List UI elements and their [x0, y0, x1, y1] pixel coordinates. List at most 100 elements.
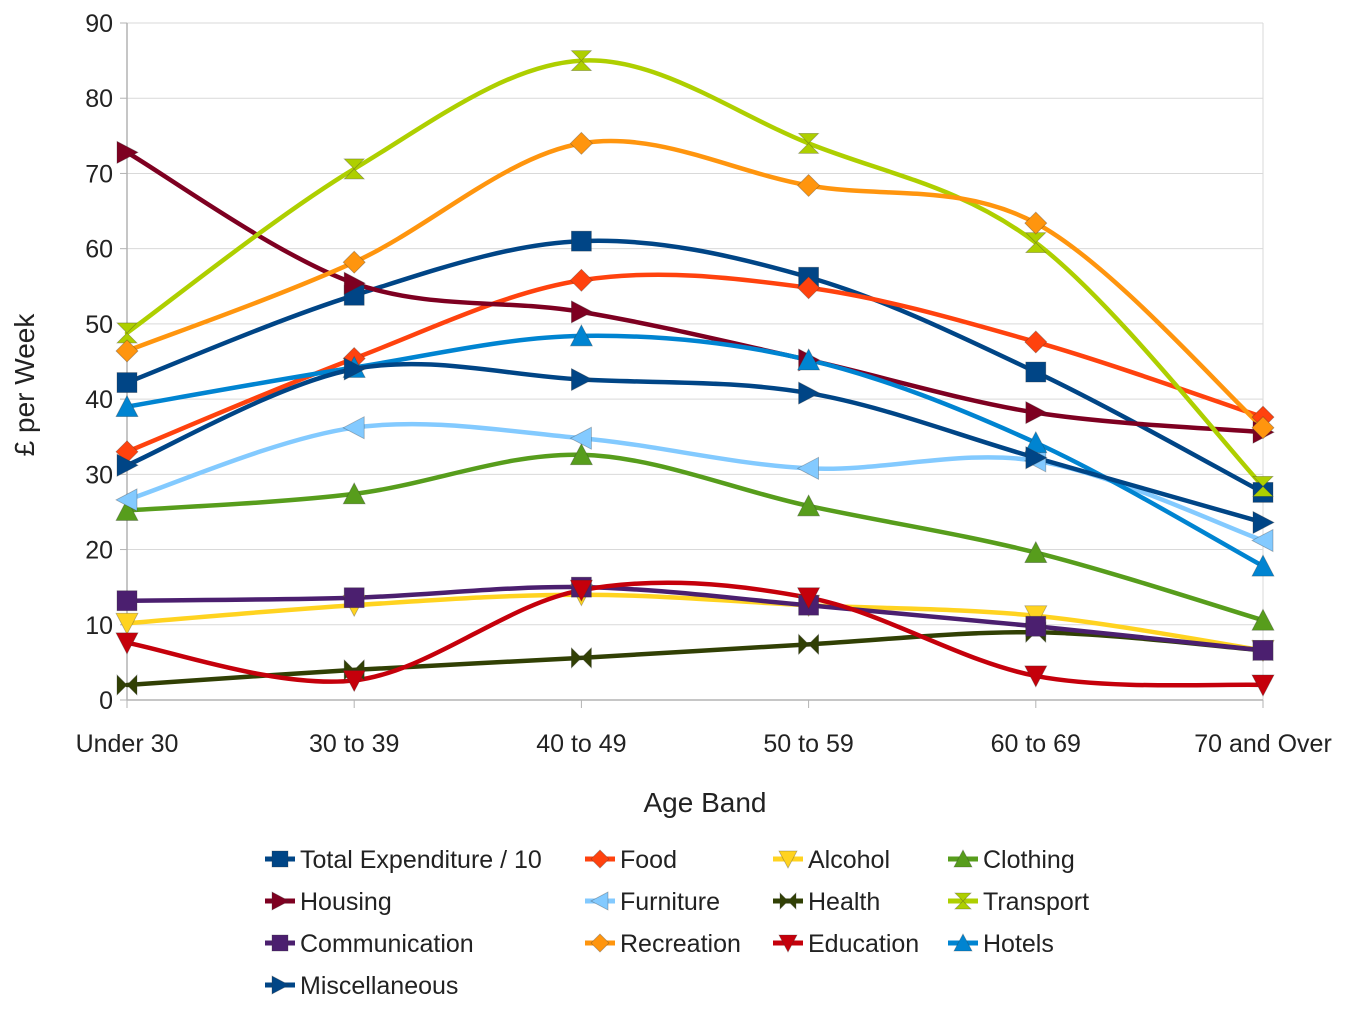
x-tick-label: 70 and Over	[1194, 730, 1332, 758]
data-point	[569, 579, 594, 603]
data-point	[797, 132, 820, 154]
data-point	[1024, 605, 1048, 628]
legend-item: Housing	[265, 888, 392, 916]
y-tick-label: 80	[85, 85, 113, 113]
legend-label: Furniture	[620, 888, 720, 916]
y-tick-label: 60	[85, 236, 113, 264]
data-point	[342, 416, 365, 440]
series-line	[124, 361, 1266, 525]
legend-item: Communication	[265, 930, 474, 958]
data-point	[342, 482, 366, 505]
data-point	[1252, 475, 1274, 497]
legend-marker	[590, 891, 609, 911]
series-line	[124, 238, 1266, 495]
series-line	[124, 584, 1266, 653]
data-point	[798, 381, 821, 405]
legend-item: Furniture	[585, 888, 720, 916]
data-point	[797, 173, 821, 198]
legend-item: Clothing	[948, 846, 1075, 874]
data-point	[1024, 211, 1048, 235]
data-point	[1252, 639, 1274, 661]
series-line	[124, 333, 1266, 569]
legend-marker	[271, 850, 289, 868]
data-point	[1025, 361, 1047, 383]
legend-marker	[271, 891, 290, 911]
data-point	[343, 357, 367, 381]
data-point	[796, 494, 821, 517]
axes	[120, 22, 1264, 708]
series-line	[124, 150, 1266, 435]
data-point	[569, 268, 593, 292]
legend: Total Expenditure / 10 Food Alcohol Clothin…	[265, 846, 1089, 1000]
data-point	[796, 348, 821, 371]
data-point	[1025, 400, 1048, 425]
data-point	[571, 300, 594, 324]
legend-item: Education	[773, 930, 919, 958]
data-point	[1251, 528, 1274, 553]
legend-marker	[778, 850, 798, 869]
series-line	[124, 580, 1266, 688]
data-point	[1024, 232, 1047, 254]
tick-labels: 0 10 20 30 40 50 60 70 80 90 Under 30 30 to 39 40 to…	[76, 10, 1332, 758]
x-tick-label: 40 to 49	[536, 730, 626, 758]
legend-label: Miscellaneous	[300, 972, 458, 1000]
data-point	[1251, 674, 1275, 697]
data-point	[1025, 446, 1048, 470]
x-axis-title: Age Band	[644, 787, 767, 818]
legend-label: Transport	[983, 888, 1089, 916]
grid-lines	[127, 22, 1264, 701]
data-point	[116, 372, 138, 393]
y-tick-label: 40	[85, 386, 113, 414]
data-point	[342, 250, 366, 274]
data-point	[1024, 665, 1048, 688]
legend-label: Hotels	[983, 930, 1054, 958]
series-line	[124, 272, 1266, 455]
legend-label: Recreation	[620, 930, 741, 958]
x-tick-label: Under 30	[76, 730, 179, 758]
data-point	[569, 131, 593, 155]
x-tick-label: 30 to 39	[309, 730, 399, 758]
legend-item: Food	[585, 846, 677, 874]
legend-marker	[954, 892, 972, 910]
y-axis-title: £ per Week	[9, 313, 40, 457]
legend-marker	[590, 933, 610, 953]
x-tick-label: 60 to 69	[991, 730, 1081, 758]
data-point	[1251, 608, 1275, 631]
data-point	[1025, 615, 1047, 637]
y-tick-label: 20	[85, 537, 113, 565]
legend-item: Miscellaneous	[265, 972, 458, 1000]
data-point	[115, 488, 138, 512]
data-point	[115, 498, 139, 521]
series-lines	[124, 58, 1266, 688]
data-point	[115, 339, 139, 363]
legend-item: Total Expenditure / 10	[265, 846, 542, 874]
y-tick-label: 90	[85, 10, 113, 38]
data-point	[569, 426, 592, 450]
y-tick-label: 30	[85, 461, 113, 489]
data-point	[343, 271, 367, 295]
legend-marker	[271, 934, 289, 952]
y-tick-label: 70	[85, 160, 113, 188]
legend-label: Food	[620, 846, 677, 874]
data-point	[116, 590, 138, 612]
legend-label: Communication	[300, 930, 474, 958]
series-markers	[115, 50, 1275, 697]
data-point	[797, 276, 821, 300]
data-point	[1251, 554, 1275, 577]
legend-label: Education	[808, 930, 919, 958]
data-point	[116, 140, 139, 165]
legend-label: Health	[808, 888, 880, 916]
legend-marker	[779, 892, 797, 910]
series-line	[124, 452, 1266, 623]
data-point	[569, 324, 594, 347]
legend-item: Alcohol	[773, 846, 890, 874]
data-point	[571, 646, 592, 669]
legend-label: Clothing	[983, 846, 1075, 874]
legend-item: Recreation	[585, 930, 741, 958]
data-point	[116, 453, 139, 477]
legend-item: Hotels	[948, 930, 1054, 958]
data-point	[571, 230, 592, 252]
data-point	[116, 673, 138, 696]
data-point	[115, 612, 139, 636]
legend-marker	[778, 934, 798, 953]
